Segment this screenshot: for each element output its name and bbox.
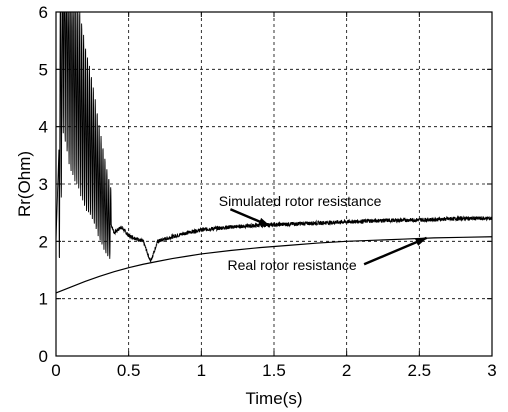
x-axis-label: Time(s)	[246, 389, 303, 408]
x-tick-label: 0	[51, 361, 60, 380]
series-line-real-rotor-resistance	[55, 236, 493, 294]
x-tick-label: 0.5	[117, 361, 141, 380]
annotation-arrow	[363, 236, 428, 266]
x-tick-label: 2.5	[408, 361, 432, 380]
y-tick-label: 4	[39, 118, 48, 137]
x-tick-label: 3	[487, 361, 496, 380]
annotation-label: Simulated rotor resistance	[219, 193, 382, 209]
annotation-label: Real rotor resistance	[227, 257, 356, 273]
x-tick-label: 1	[197, 361, 206, 380]
y-tick-label: 1	[39, 290, 48, 309]
annotation-arrow	[229, 208, 271, 227]
series-line-simulated-rotor-resistance	[55, 11, 493, 263]
y-tick-label: 3	[39, 175, 48, 194]
y-axis-label: Rr(Ohm)	[15, 151, 34, 217]
grid-lines	[56, 12, 492, 356]
y-tick-label: 6	[39, 3, 48, 22]
y-tick-label: 5	[39, 60, 48, 79]
annotations: Simulated rotor resistance Real rotor res…	[219, 193, 428, 273]
axis-ticks: 0 0.5 1 1.5 2 2.5 3 0 1 2 3 4 5 6	[39, 3, 497, 380]
series-group	[55, 11, 493, 294]
x-tick-label: 2	[342, 361, 351, 380]
y-tick-label: 2	[39, 232, 48, 251]
y-tick-label: 0	[39, 347, 48, 366]
x-tick-label: 1.5	[262, 361, 286, 380]
